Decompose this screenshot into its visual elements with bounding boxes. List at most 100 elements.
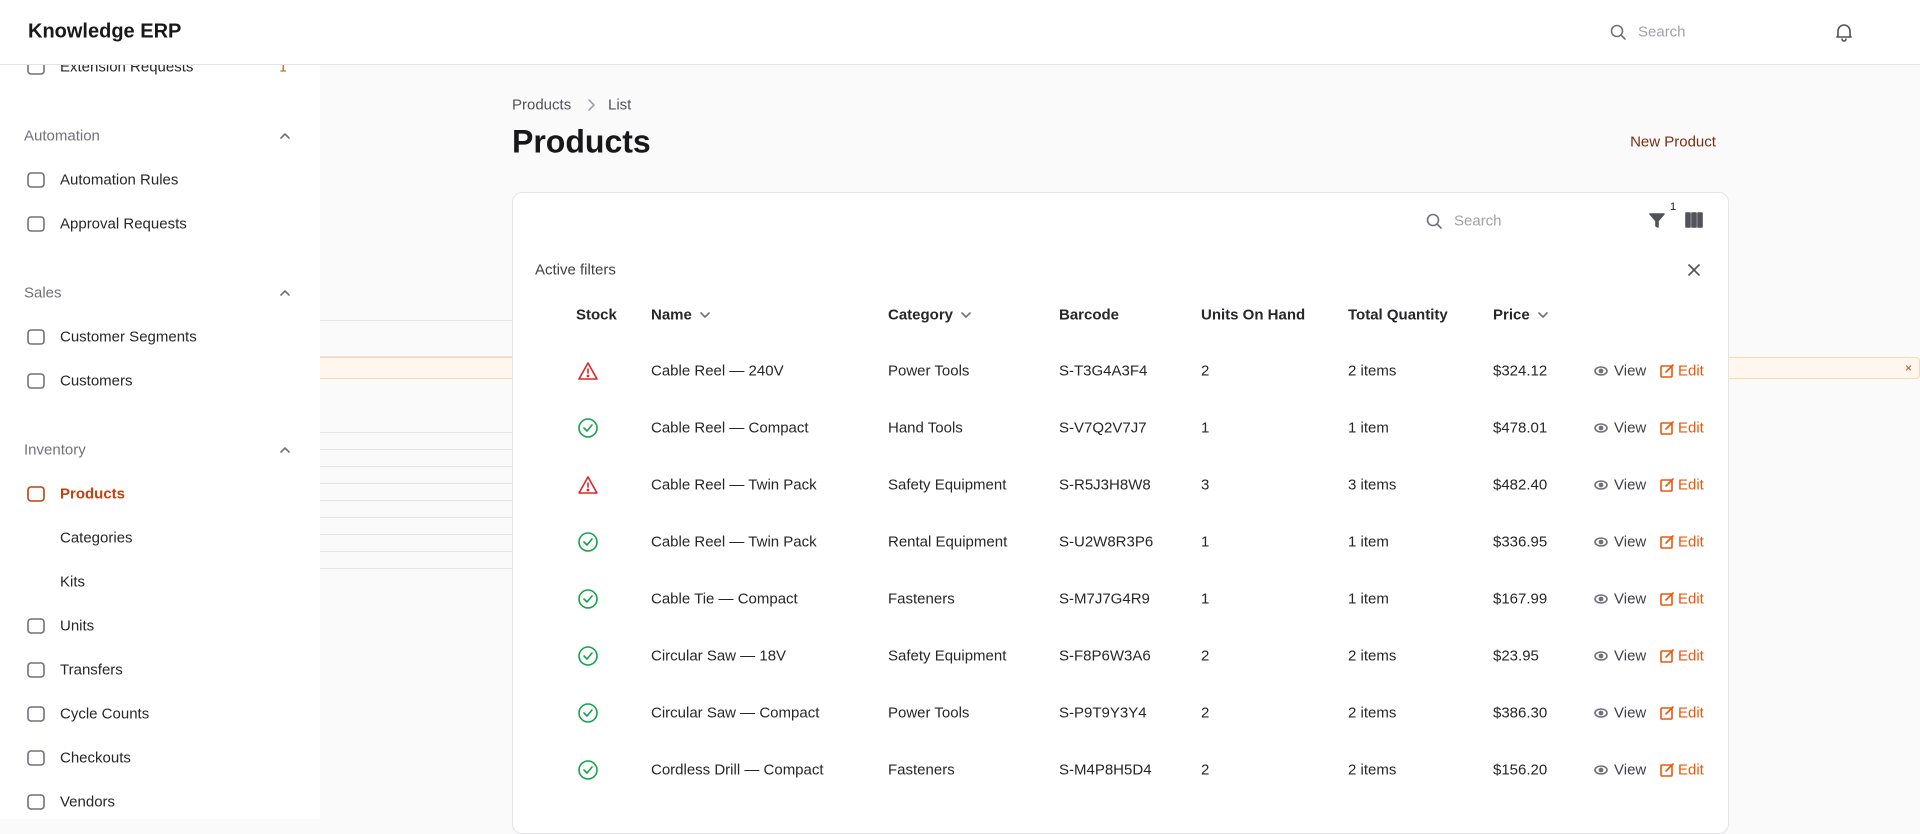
- nav-item[interactable]: Automation Rules: [60, 171, 179, 189]
- nav-item[interactable]: Customer Segments: [60, 328, 197, 346]
- edit-link[interactable]: Edit: [1678, 533, 1704, 550]
- nav-icon: [27, 662, 45, 678]
- filter-count: 1: [1669, 201, 1677, 213]
- breadcrumb-item[interactable]: Products: [512, 96, 572, 114]
- edit-icon: [1660, 762, 1674, 777]
- edit-icon: [1660, 705, 1674, 720]
- nav-icon: [27, 794, 45, 810]
- stock-ok-icon: [578, 645, 598, 666]
- section-title[interactable]: Automation: [24, 127, 100, 145]
- sort-chevron: [1537, 312, 1548, 318]
- cell-category: Hand Tools: [888, 419, 963, 436]
- cell-barcode: S-T3G4A3F4: [1059, 362, 1148, 379]
- cell-barcode: S-F8P6W3A6: [1059, 647, 1151, 664]
- cell-category: Fasteners: [888, 761, 955, 778]
- nav-item[interactable]: Customers: [60, 372, 133, 390]
- bell-icon: [1836, 24, 1852, 42]
- nav-item[interactable]: Transfers: [60, 661, 123, 679]
- cell-category: Safety Equipment: [888, 647, 1007, 664]
- nav-item[interactable]: Units: [60, 617, 95, 635]
- header-search-placeholder: Search: [1638, 23, 1686, 41]
- nav-item[interactable]: Approval Requests: [60, 215, 187, 233]
- nav-icon: [27, 329, 45, 345]
- view-link[interactable]: View: [1614, 590, 1647, 607]
- column-header[interactable]: Name: [651, 306, 692, 324]
- cell-barcode: S-P9T9Y3Y4: [1059, 704, 1147, 721]
- cell-name: Cordless Drill — Compact: [651, 761, 824, 778]
- column-header: Stock: [576, 306, 617, 324]
- cell-price: $386.30: [1493, 704, 1548, 721]
- breadcrumb-sep: [588, 99, 595, 111]
- cell-name: Cable Reel — Twin Pack: [651, 533, 817, 550]
- edit-link[interactable]: Edit: [1678, 362, 1704, 379]
- cell-barcode: S-V7Q2V7J7: [1059, 419, 1147, 436]
- cell-price: $156.20: [1493, 761, 1548, 778]
- view-link[interactable]: View: [1614, 476, 1647, 493]
- view-link[interactable]: View: [1614, 647, 1647, 664]
- view-link[interactable]: View: [1614, 704, 1647, 721]
- cell-units-on-hand: 2: [1201, 362, 1210, 379]
- view-icon: [1594, 479, 1608, 490]
- nav-icon: [27, 486, 45, 502]
- edit-link[interactable]: Edit: [1678, 590, 1704, 607]
- cell-price: $336.95: [1493, 533, 1548, 550]
- nav-icon: [27, 373, 45, 389]
- search-icon: [1426, 213, 1442, 229]
- chevron-up: [280, 290, 290, 296]
- brand: Knowledge ERP: [28, 20, 182, 43]
- nav-icon: [27, 172, 45, 188]
- nav-item[interactable]: Cycle Counts: [60, 705, 150, 723]
- nav-item[interactable]: Categories: [60, 529, 133, 547]
- cell-price: $167.99: [1493, 590, 1548, 607]
- edit-link[interactable]: Edit: [1678, 761, 1704, 778]
- view-link[interactable]: View: [1614, 533, 1647, 550]
- nav-icon: [27, 706, 45, 722]
- edit-link[interactable]: Edit: [1678, 476, 1704, 493]
- cell-barcode: S-M4P8H5D4: [1059, 761, 1152, 778]
- column-header: Barcode: [1059, 306, 1120, 324]
- nav-item[interactable]: Kits: [60, 573, 86, 591]
- cell-units-on-hand: 2: [1201, 647, 1210, 664]
- cell-category: Safety Equipment: [888, 476, 1007, 493]
- chevron-up: [280, 133, 290, 139]
- cell-price: $23.95: [1493, 647, 1539, 664]
- stock-ok-icon: [578, 759, 598, 780]
- cell-price: $478.01: [1493, 419, 1548, 436]
- column-header[interactable]: Price: [1493, 306, 1530, 324]
- view-link[interactable]: View: [1614, 761, 1647, 778]
- cell-units-on-hand: 1: [1201, 590, 1210, 607]
- section-title[interactable]: Inventory: [24, 441, 86, 459]
- cell-units-on-hand: 3: [1201, 476, 1210, 493]
- cell-total-quantity: 3 items: [1348, 476, 1397, 493]
- chevron-up: [280, 447, 290, 453]
- edit-link[interactable]: Edit: [1678, 419, 1704, 436]
- nav-item-active[interactable]: Products: [60, 485, 126, 503]
- cell-total-quantity: 2 items: [1348, 647, 1397, 664]
- cell-name: Circular Saw — Compact: [651, 704, 820, 721]
- view-icon: [1594, 536, 1608, 547]
- nav-item[interactable]: Checkouts: [60, 749, 131, 767]
- view-link[interactable]: View: [1614, 362, 1647, 379]
- cell-price: $324.12: [1493, 362, 1548, 379]
- view-icon: [1594, 764, 1608, 775]
- stock-warning-icon: [578, 475, 598, 494]
- view-icon: [1594, 593, 1608, 604]
- edit-link[interactable]: Edit: [1678, 647, 1704, 664]
- edit-icon: [1660, 477, 1674, 492]
- filter-icon: [1649, 213, 1665, 228]
- breadcrumb-item: List: [608, 96, 632, 114]
- column-header[interactable]: Category: [888, 306, 954, 324]
- avatar-initials: PN: [1877, 24, 1897, 40]
- edit-link[interactable]: Edit: [1678, 704, 1704, 721]
- page-title: Products: [512, 123, 651, 160]
- cell-category: Fasteners: [888, 590, 955, 607]
- cell-category: Power Tools: [888, 704, 970, 721]
- section-title[interactable]: Sales: [24, 284, 62, 302]
- nav-item[interactable]: Vendors: [60, 793, 116, 811]
- columns-icon: [1685, 212, 1703, 228]
- view-link[interactable]: View: [1614, 419, 1647, 436]
- cell-total-quantity: 1 item: [1348, 533, 1389, 550]
- clear-filters: [1688, 264, 1700, 276]
- cell-category: Rental Equipment: [888, 533, 1008, 550]
